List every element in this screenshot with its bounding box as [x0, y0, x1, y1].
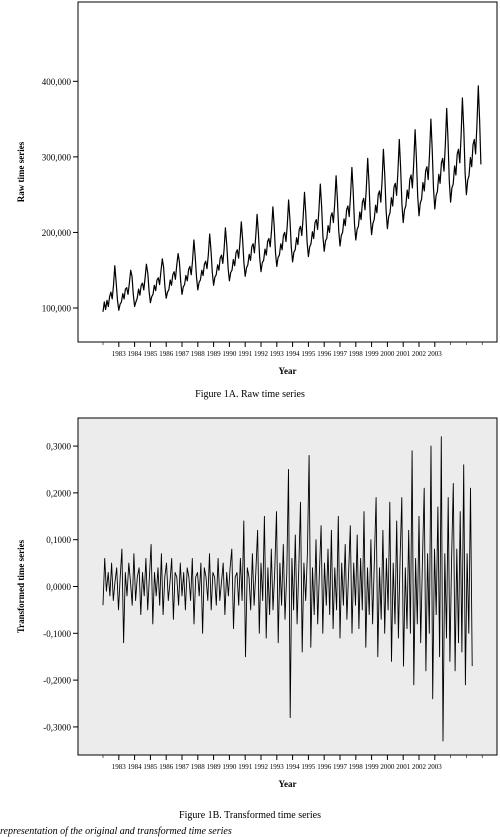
y-tick-label: 0,2000 [46, 488, 71, 498]
x-tick-label: 1998 [349, 350, 364, 358]
x-tick-label: 1993 [270, 350, 285, 358]
y-tick-label: 100,000 [42, 304, 72, 314]
transformed-time-series-chart: 0,3000 0,2000 0,1000 0,0000 -0,1000 -0,2000 -0… [0, 415, 500, 825]
x-tick-label: 2003 [428, 763, 443, 771]
raw-time-series-chart: 100,000 200,000 300,000 400,000 1983 1984 1985… [0, 0, 500, 405]
x-tick-label: 2001 [396, 350, 411, 358]
x-tick-label: 1991 [238, 763, 253, 771]
x-tick-label: 1996 [317, 350, 332, 358]
x-tick-label: 1984 [128, 763, 143, 771]
x-tick-label: 1997 [333, 350, 348, 358]
y-tick-label: 0,0000 [46, 582, 71, 592]
x-tick-label: 1991 [238, 350, 253, 358]
x-tick-label: 1999 [365, 350, 380, 358]
x-axis-label: Year [279, 779, 297, 789]
y-axis-label: Raw time series [16, 141, 26, 202]
figure-footnote: representation of the original and trans… [0, 826, 232, 837]
figure-1a-caption: Figure 1A. Raw time series [195, 389, 305, 400]
x-tick-label: 1992 [254, 763, 269, 771]
figure-1b-caption: Figure 1B. Transformed time series [179, 810, 321, 821]
x-tick-label: 1996 [317, 763, 332, 771]
y-axis-label: Transformed time series [16, 539, 26, 633]
x-tick-label: 1999 [365, 763, 380, 771]
x-tick-label: 1992 [254, 350, 269, 358]
x-tick-label: 1993 [270, 763, 285, 771]
x-tick-label: 2003 [428, 350, 443, 358]
x-tick-label: 2002 [412, 763, 427, 771]
raw-chart-svg: 100,000 200,000 300,000 400,000 1983 1984 1985… [16, 1, 498, 376]
x-tick-label: 1986 [159, 763, 174, 771]
x-tick-label: 1994 [286, 763, 301, 771]
y-tick-label: 0,3000 [46, 442, 71, 452]
x-tick-label: 1998 [349, 763, 364, 771]
x-tick-label: 1990 [222, 350, 237, 358]
y-tick-label: 0,1000 [46, 535, 71, 545]
x-tick-label: 2002 [412, 350, 427, 358]
x-axis-label: Year [279, 366, 297, 376]
y-tick-label: 300,000 [42, 152, 72, 162]
x-tick-label: 1988 [191, 350, 206, 358]
x-tick-label: 1990 [222, 763, 237, 771]
x-tick-label: 1989 [207, 763, 222, 771]
x-tick-label: 1995 [301, 763, 316, 771]
x-tick-label: 1984 [128, 350, 143, 358]
x-tick-label: 1995 [301, 350, 316, 358]
x-tick-label: 1983 [112, 763, 127, 771]
y-tick-label: 200,000 [42, 228, 72, 238]
series-line [102, 85, 482, 312]
x-tick-label: 2000 [380, 763, 395, 771]
x-tick-label: 1987 [175, 763, 190, 771]
series-line [102, 436, 473, 742]
x-tick-label: 1986 [159, 350, 174, 358]
x-tick-label: 1997 [333, 763, 348, 771]
transformed-chart-svg: 0,3000 0,2000 0,1000 0,0000 -0,1000 -0,2000 -0… [16, 417, 498, 789]
x-tick-label: 2000 [380, 350, 395, 358]
x-tick-label: 1985 [143, 350, 158, 358]
y-tick-label: -0,3000 [43, 722, 71, 732]
y-tick-label: 400,000 [42, 77, 72, 87]
x-tick-label: 1987 [175, 350, 190, 358]
x-tick-label: 1994 [286, 350, 301, 358]
x-tick-label: 1983 [112, 350, 127, 358]
x-tick-label: 1988 [191, 763, 206, 771]
y-tick-label: -0,2000 [43, 676, 71, 686]
x-tick-label: 1989 [207, 350, 222, 358]
x-tick-label: 1985 [143, 763, 158, 771]
x-tick-label: 2001 [396, 763, 411, 771]
y-tick-label: -0,1000 [43, 629, 71, 639]
